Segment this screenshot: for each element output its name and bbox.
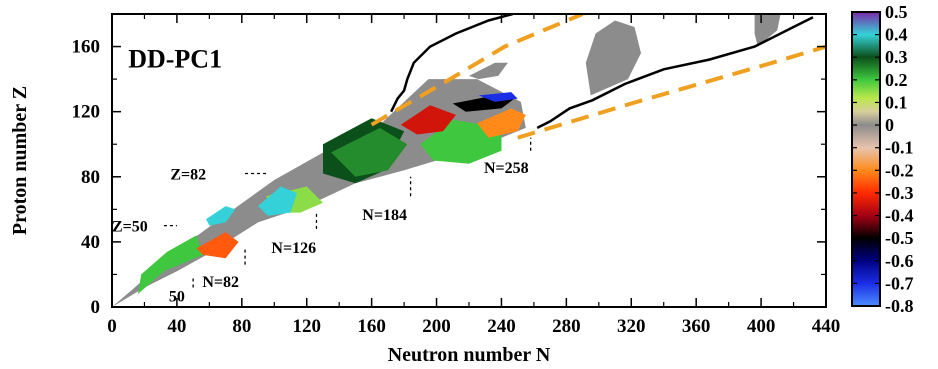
heatmap-region-3	[331, 127, 408, 177]
annotation-3: N=82	[202, 274, 239, 291]
colorbar-label-5: 0	[885, 115, 894, 135]
colorbar-label-10: -0.5	[885, 228, 914, 248]
x-tick-label-360: 360	[682, 316, 711, 337]
colorbar-label-3: 0.2	[885, 70, 908, 90]
solid-drip-line-1	[536, 16, 814, 130]
colorbar-ticks: 0.5 0.40.3 0.20.1 0 -0.1-0.2 -0.3 -0.4-0.5 -0.6…	[852, 2, 914, 316]
heatmap-region-15	[754, 14, 781, 47]
colorbar-label-4: 0.1	[885, 92, 908, 112]
y-tick-label-120: 120	[72, 102, 101, 123]
colorbar-label-9: -0.4	[885, 206, 914, 226]
x-tick-label-400: 400	[747, 316, 776, 337]
dashed-drip-line-3	[517, 44, 826, 140]
heatmap-region-14	[469, 62, 508, 80]
dashed-drip-line-2	[370, 14, 584, 127]
magic-number-markers	[163, 137, 532, 288]
heatmap-region-1	[138, 235, 203, 294]
x-tick-label-40: 40	[167, 316, 186, 337]
heatmap-regions	[112, 14, 781, 307]
annotation-0: Z=50	[112, 219, 148, 236]
x-axis-title: Neutron number N	[388, 344, 551, 366]
heatmap-region-10	[400, 105, 456, 135]
y-tick-label-40: 40	[81, 232, 100, 253]
x-tick-label-0: 0	[107, 316, 117, 337]
chart-title: DD-PC1	[128, 45, 222, 74]
x-tick-label-160: 160	[357, 316, 386, 337]
annotation-1: Z=82	[170, 167, 206, 184]
heatmap-region-7	[206, 206, 236, 226]
drip-lines	[370, 14, 826, 140]
annotation-6: N=258	[484, 160, 529, 177]
x-tick-label-120: 120	[292, 316, 321, 337]
colorbar-label-8: -0.3	[885, 183, 914, 203]
colorbar-label-0: 0.5	[885, 2, 908, 22]
x-tick-label-320: 320	[617, 316, 646, 337]
solid-drip-line-0	[389, 14, 514, 113]
heatmap-region-8	[196, 232, 239, 259]
colorbar-label-6: -0.1	[885, 138, 914, 158]
colorbar: 0.5 0.40.3 0.20.1 0 -0.1-0.2 -0.3 -0.4-0.5 -0.6…	[851, 2, 914, 316]
x-tick-label-200: 200	[422, 316, 451, 337]
x-tick-label-80: 80	[232, 316, 251, 337]
x-tick-label-280: 280	[552, 316, 581, 337]
annotations: Z=50 Z=82 50 N=82 N=126 N=184 N=258	[112, 160, 529, 306]
annotation-5: N=184	[362, 207, 407, 224]
heatmap-region-6	[258, 186, 297, 216]
y-axis-title: Proton number Z	[9, 86, 31, 235]
annotation-2: 50	[169, 289, 185, 306]
y-tick-label-80: 80	[81, 167, 100, 188]
colorbar-label-7: -0.2	[885, 160, 914, 180]
heatmap-region-9	[477, 108, 526, 138]
x-tick-label-440: 440	[812, 316, 841, 337]
annotation-4: N=126	[271, 240, 316, 257]
y-tick-label-160: 160	[72, 37, 101, 58]
colorbar-gradient	[851, 11, 881, 307]
axis-ticks: 0 40 80 120 160 200 240 280 320 360 400 440 0 40 80 120…	[72, 14, 841, 337]
colorbar-label-12: -0.7	[885, 273, 914, 293]
x-tick-label-240: 240	[487, 316, 516, 337]
heatmap-region-12	[478, 92, 518, 102]
colorbar-label-2: 0.3	[885, 47, 908, 67]
heatmap-region-13	[585, 20, 641, 96]
colorbar-label-13: -0.8	[885, 296, 914, 316]
heatmap-region-0	[112, 79, 526, 307]
y-tick-label-0: 0	[91, 297, 101, 318]
colorbar-label-1: 0.4	[885, 25, 908, 45]
colorbar-label-11: -0.6	[885, 251, 914, 271]
